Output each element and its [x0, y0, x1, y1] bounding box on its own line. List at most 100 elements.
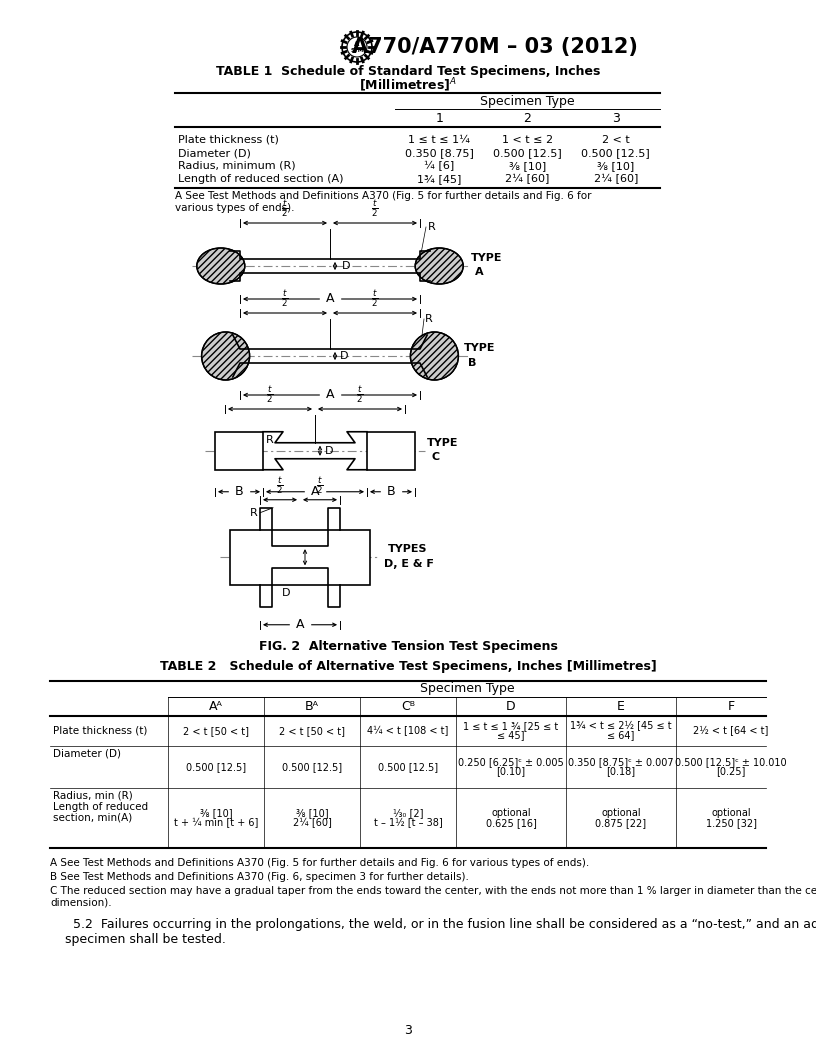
Text: 1: 1 — [435, 113, 443, 126]
Text: ⅜ [10]: ⅜ [10] — [509, 161, 546, 171]
Text: 0.500 [12.5]: 0.500 [12.5] — [378, 761, 438, 772]
Text: A: A — [311, 486, 319, 498]
Text: 0.350 [8.75]ᶜ ± 0.007: 0.350 [8.75]ᶜ ± 0.007 — [568, 757, 674, 768]
Text: 2 < t: 2 < t — [602, 135, 630, 145]
Text: 2¼ [60]: 2¼ [60] — [505, 174, 550, 184]
Text: Bᴬ: Bᴬ — [305, 700, 319, 713]
Text: various types of ends).: various types of ends). — [175, 203, 295, 213]
Text: Specimen Type: Specimen Type — [480, 94, 574, 108]
Text: D: D — [506, 700, 516, 713]
Text: ⅓₀ [2]: ⅓₀ [2] — [392, 808, 424, 817]
Text: [0.18]: [0.18] — [606, 767, 636, 776]
Text: 5.2  Failures occurring in the prolongations, the weld, or in the fusion line sh: 5.2 Failures occurring in the prolongati… — [65, 918, 816, 946]
Text: Specimen Type: Specimen Type — [419, 682, 514, 695]
Text: C The reduced section may have a gradual taper from the ends toward the center, : C The reduced section may have a gradual… — [50, 886, 816, 895]
Text: section, min(A): section, min(A) — [53, 813, 132, 823]
Text: A: A — [295, 618, 304, 631]
Text: A See Test Methods and Definitions A370 (Fig. 5 for further details and Fig. 6 f: A See Test Methods and Definitions A370 … — [50, 857, 589, 868]
Text: ⅜ [10]: ⅜ [10] — [200, 808, 233, 817]
Text: 0.625 [16]: 0.625 [16] — [486, 817, 536, 828]
Text: Diameter (D): Diameter (D) — [53, 749, 121, 759]
Text: B See Test Methods and Definitions A370 (Fig. 6, specimen 3 for further details): B See Test Methods and Definitions A370 … — [50, 872, 469, 882]
Text: TYPE: TYPE — [427, 438, 459, 448]
Text: optional: optional — [712, 808, 751, 817]
Text: 0.250 [6.25]ᶜ ± 0.005: 0.250 [6.25]ᶜ ± 0.005 — [458, 757, 564, 768]
Text: ≤ 64]: ≤ 64] — [607, 731, 635, 740]
Text: 1 ≤ t ≤ 1 ¾ [25 ≤ t: 1 ≤ t ≤ 1 ¾ [25 ≤ t — [463, 721, 559, 731]
Text: B: B — [235, 486, 243, 498]
Text: D: D — [325, 446, 334, 456]
Ellipse shape — [415, 248, 463, 284]
Text: D: D — [340, 351, 348, 361]
Text: Plate thickness (t): Plate thickness (t) — [53, 725, 148, 736]
Text: F: F — [727, 700, 734, 713]
Text: Plate thickness (t): Plate thickness (t) — [178, 135, 279, 145]
Bar — [230, 530, 370, 585]
Text: $\frac{t}{2}$: $\frac{t}{2}$ — [357, 384, 364, 406]
Text: R: R — [428, 222, 436, 232]
Ellipse shape — [410, 332, 459, 380]
Bar — [215, 432, 263, 470]
Text: [0.25]: [0.25] — [716, 767, 746, 776]
Text: Radius, minimum (R): Radius, minimum (R) — [178, 161, 295, 171]
Text: Diameter (D): Diameter (D) — [178, 148, 251, 158]
Text: ¼ [6]: ¼ [6] — [424, 161, 455, 171]
Text: TABLE 2   Schedule of Alternative Test Specimens, Inches [Millimetres]: TABLE 2 Schedule of Alternative Test Spe… — [160, 660, 656, 674]
Text: Cᴮ: Cᴮ — [401, 700, 415, 713]
Text: 0.500 [12.5]: 0.500 [12.5] — [582, 148, 650, 158]
Text: R: R — [266, 435, 273, 445]
Text: A770/A770M – 03 (2012): A770/A770M – 03 (2012) — [352, 37, 638, 57]
Text: B: B — [387, 486, 395, 498]
Text: t + ¼ min [t + 6]: t + ¼ min [t + 6] — [174, 817, 258, 828]
Text: R: R — [425, 314, 432, 324]
Text: Length of reduced: Length of reduced — [53, 802, 149, 812]
Text: $\frac{t}{2}$: $\frac{t}{2}$ — [266, 384, 274, 406]
Text: $\frac{t}{2}$: $\frac{t}{2}$ — [371, 199, 379, 219]
Text: 3: 3 — [404, 1023, 412, 1037]
Text: 2¼ [60]: 2¼ [60] — [293, 817, 331, 828]
Text: TYPE: TYPE — [463, 343, 494, 353]
Text: 1¾ < t ≤ 2½ [45 ≤ t: 1¾ < t ≤ 2½ [45 ≤ t — [570, 721, 672, 731]
Text: 1 ≤ t ≤ 1¼: 1 ≤ t ≤ 1¼ — [408, 135, 470, 145]
Text: 1 < t ≤ 2: 1 < t ≤ 2 — [502, 135, 553, 145]
Text: $\frac{t}{2}$: $\frac{t}{2}$ — [371, 288, 379, 309]
Text: D: D — [282, 588, 290, 598]
Text: 0.350 [8.75]: 0.350 [8.75] — [405, 148, 473, 158]
Text: A See Test Methods and Definitions A370 (Fig. 5 for further details and Fig. 6 f: A See Test Methods and Definitions A370 … — [175, 191, 592, 201]
Text: 0.500 [12.5]: 0.500 [12.5] — [493, 148, 562, 158]
Text: E: E — [617, 700, 625, 713]
Text: 2 < t [50 < t]: 2 < t [50 < t] — [183, 725, 249, 736]
Text: 0.500 [12.5]: 0.500 [12.5] — [282, 761, 342, 772]
Text: 1¾ [45]: 1¾ [45] — [417, 174, 461, 184]
Text: D, E & F: D, E & F — [384, 560, 434, 569]
Text: D: D — [342, 261, 351, 271]
Text: t – 1½ [t – 38]: t – 1½ [t – 38] — [374, 817, 442, 828]
Text: 3: 3 — [612, 113, 620, 126]
Text: $\frac{t}{2}$: $\frac{t}{2}$ — [282, 288, 289, 309]
Text: ⅜ [10]: ⅜ [10] — [597, 161, 635, 171]
Text: B: B — [468, 358, 477, 367]
Text: TYPES: TYPES — [388, 544, 428, 554]
Bar — [367, 432, 415, 470]
Text: dimension).: dimension). — [50, 898, 112, 908]
Text: optional: optional — [491, 808, 531, 817]
Text: 1.250 [32]: 1.250 [32] — [706, 817, 756, 828]
Text: $\frac{t}{2}$: $\frac{t}{2}$ — [282, 199, 289, 219]
Text: C: C — [432, 452, 440, 461]
Text: ≤ 45]: ≤ 45] — [497, 731, 525, 740]
Text: 4¼ < t [108 < t]: 4¼ < t [108 < t] — [367, 725, 449, 736]
Text: $\frac{t}{2}$: $\frac{t}{2}$ — [317, 475, 324, 495]
Text: FIG. 2  Alternative Tension Test Specimens: FIG. 2 Alternative Tension Test Specimen… — [259, 640, 557, 654]
Text: TABLE 1  Schedule of Standard Test Specimens, Inches: TABLE 1 Schedule of Standard Test Specim… — [215, 65, 601, 78]
Text: $\frac{t}{2}$: $\frac{t}{2}$ — [277, 475, 284, 495]
Text: 2½ < t [64 < t]: 2½ < t [64 < t] — [694, 725, 769, 736]
Text: 0.500 [12.5]ᶜ ± 10.010: 0.500 [12.5]ᶜ ± 10.010 — [675, 757, 787, 768]
Text: 2 < t [50 < t]: 2 < t [50 < t] — [279, 725, 345, 736]
Text: 2: 2 — [524, 113, 531, 126]
Text: A: A — [326, 293, 335, 305]
Text: A: A — [354, 41, 360, 48]
Text: Aᴬ: Aᴬ — [209, 700, 223, 713]
Ellipse shape — [202, 332, 250, 380]
Text: TYPE: TYPE — [471, 253, 503, 263]
Text: [0.10]: [0.10] — [496, 767, 526, 776]
